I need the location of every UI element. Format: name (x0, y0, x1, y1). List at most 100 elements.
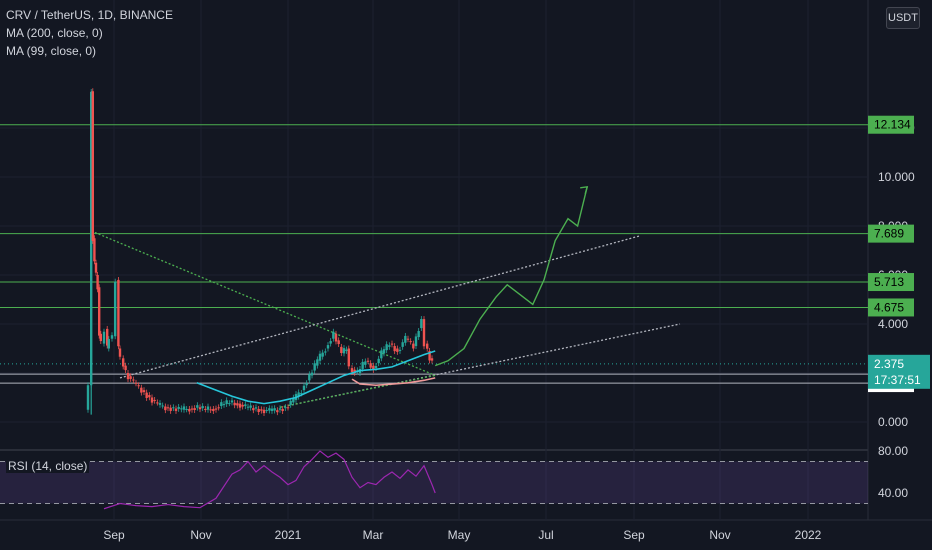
candle-body (110, 335, 114, 339)
candle-body (180, 408, 183, 410)
candle-body (345, 349, 348, 351)
candle-body (260, 409, 263, 411)
x-tick-label: Nov (190, 528, 211, 542)
candle-body (318, 353, 322, 361)
candle-body (93, 238, 96, 262)
candle-body (86, 385, 90, 410)
price-axis[interactable]: 0.0002.0004.0006.0008.00010.00012.00080.… (868, 115, 930, 500)
ma200-legend[interactable]: MA (200, close, 0) (6, 26, 103, 40)
candle-body (166, 407, 170, 409)
price-level-label: 12.134 (874, 118, 911, 132)
x-tick-label: Mar (363, 528, 384, 542)
candle-body (409, 341, 412, 343)
candle-body (126, 373, 130, 380)
candle-body (134, 382, 138, 384)
candle-body (430, 358, 434, 361)
candle-body (212, 408, 215, 412)
candle-body (417, 331, 420, 338)
candle-body (236, 403, 239, 406)
candle-body (372, 365, 375, 370)
candle-body (196, 405, 199, 408)
candle-body (150, 397, 154, 403)
candle-body (193, 408, 196, 411)
candle-body (340, 346, 343, 354)
candle-body (217, 407, 220, 409)
candle-body (241, 404, 244, 407)
candle-body (300, 393, 303, 395)
symbol-title[interactable]: CRV / TetherUS, 1D, BINANCE (6, 8, 173, 22)
candle-body (230, 400, 234, 403)
candle-body (118, 348, 122, 357)
candle-body (316, 359, 319, 366)
countdown-label: 17:37:51 (874, 373, 921, 387)
candle-body (91, 91, 94, 241)
candle-body (99, 333, 102, 342)
candle-body (273, 408, 276, 411)
x-tick-label: 2021 (275, 528, 302, 542)
candle-body (334, 333, 338, 342)
chart-legend: CRV / TetherUS, 1D, BINANCE MA (200, clo… (6, 6, 173, 60)
price-level-label: 5.713 (874, 275, 904, 289)
candle-body (324, 351, 327, 353)
candle-body (377, 358, 380, 364)
candle-body (297, 392, 300, 397)
candle-body (145, 392, 148, 398)
candle-body (182, 406, 186, 410)
candle-body (398, 349, 402, 351)
price-level-tag[interactable] (868, 298, 914, 317)
candle-body (209, 409, 212, 411)
price-level-tag[interactable] (868, 273, 914, 292)
candle-body (270, 408, 274, 411)
candle-body (396, 348, 399, 352)
candle-body (190, 408, 194, 410)
candle-body (222, 404, 226, 406)
price-level-tag[interactable] (868, 115, 914, 134)
candle-body (265, 409, 268, 411)
candle-body (404, 335, 407, 343)
candle-body (228, 403, 231, 405)
x-tick-label: Jul (538, 528, 553, 542)
projection-arrowhead (580, 185, 589, 194)
ma99-legend[interactable]: MA (99, close, 0) (6, 44, 97, 58)
rsi-band (0, 461, 868, 504)
candle-body (122, 358, 125, 367)
x-tick-label: Nov (709, 528, 730, 542)
current-price-label: 2.375 (874, 357, 904, 371)
candle-body (177, 406, 180, 409)
candle-body (96, 275, 99, 290)
candle-body (390, 343, 394, 345)
candle-body (169, 407, 172, 411)
series-layer (86, 88, 589, 417)
current-price-tag[interactable] (868, 354, 930, 389)
currency-button[interactable]: USDT (886, 7, 920, 29)
candle-body (142, 390, 146, 393)
rsi-legend[interactable]: RSI (14, close) (6, 459, 90, 473)
candle-body (153, 399, 156, 401)
candle-body (98, 287, 101, 336)
candle-body (132, 379, 135, 381)
candle-body (249, 405, 252, 408)
rsi-tick-label: 80.00 (878, 444, 908, 458)
candle-body (254, 407, 258, 409)
candle-body (385, 344, 388, 351)
x-tick-label: Sep (623, 528, 645, 542)
candle-body (102, 331, 106, 344)
price-level-tag[interactable] (868, 224, 914, 243)
trendline-white (119, 235, 641, 379)
candle-body (124, 365, 127, 371)
candle-body (310, 372, 314, 376)
time-axis[interactable]: Sep Nov 2021 Mar May Jul Sep Nov 2022 (103, 528, 821, 542)
candle-body (326, 345, 330, 349)
candle-body (268, 408, 271, 411)
candle-body (393, 346, 396, 352)
candle-body (114, 281, 117, 337)
candle-body (380, 350, 383, 359)
candle-body (286, 407, 290, 409)
candle-body (364, 361, 367, 365)
projection-path (434, 186, 588, 367)
candle-body (347, 348, 350, 367)
candle-body (220, 402, 223, 407)
candle-body (201, 406, 204, 409)
price-level-label: 4.675 (874, 300, 904, 314)
